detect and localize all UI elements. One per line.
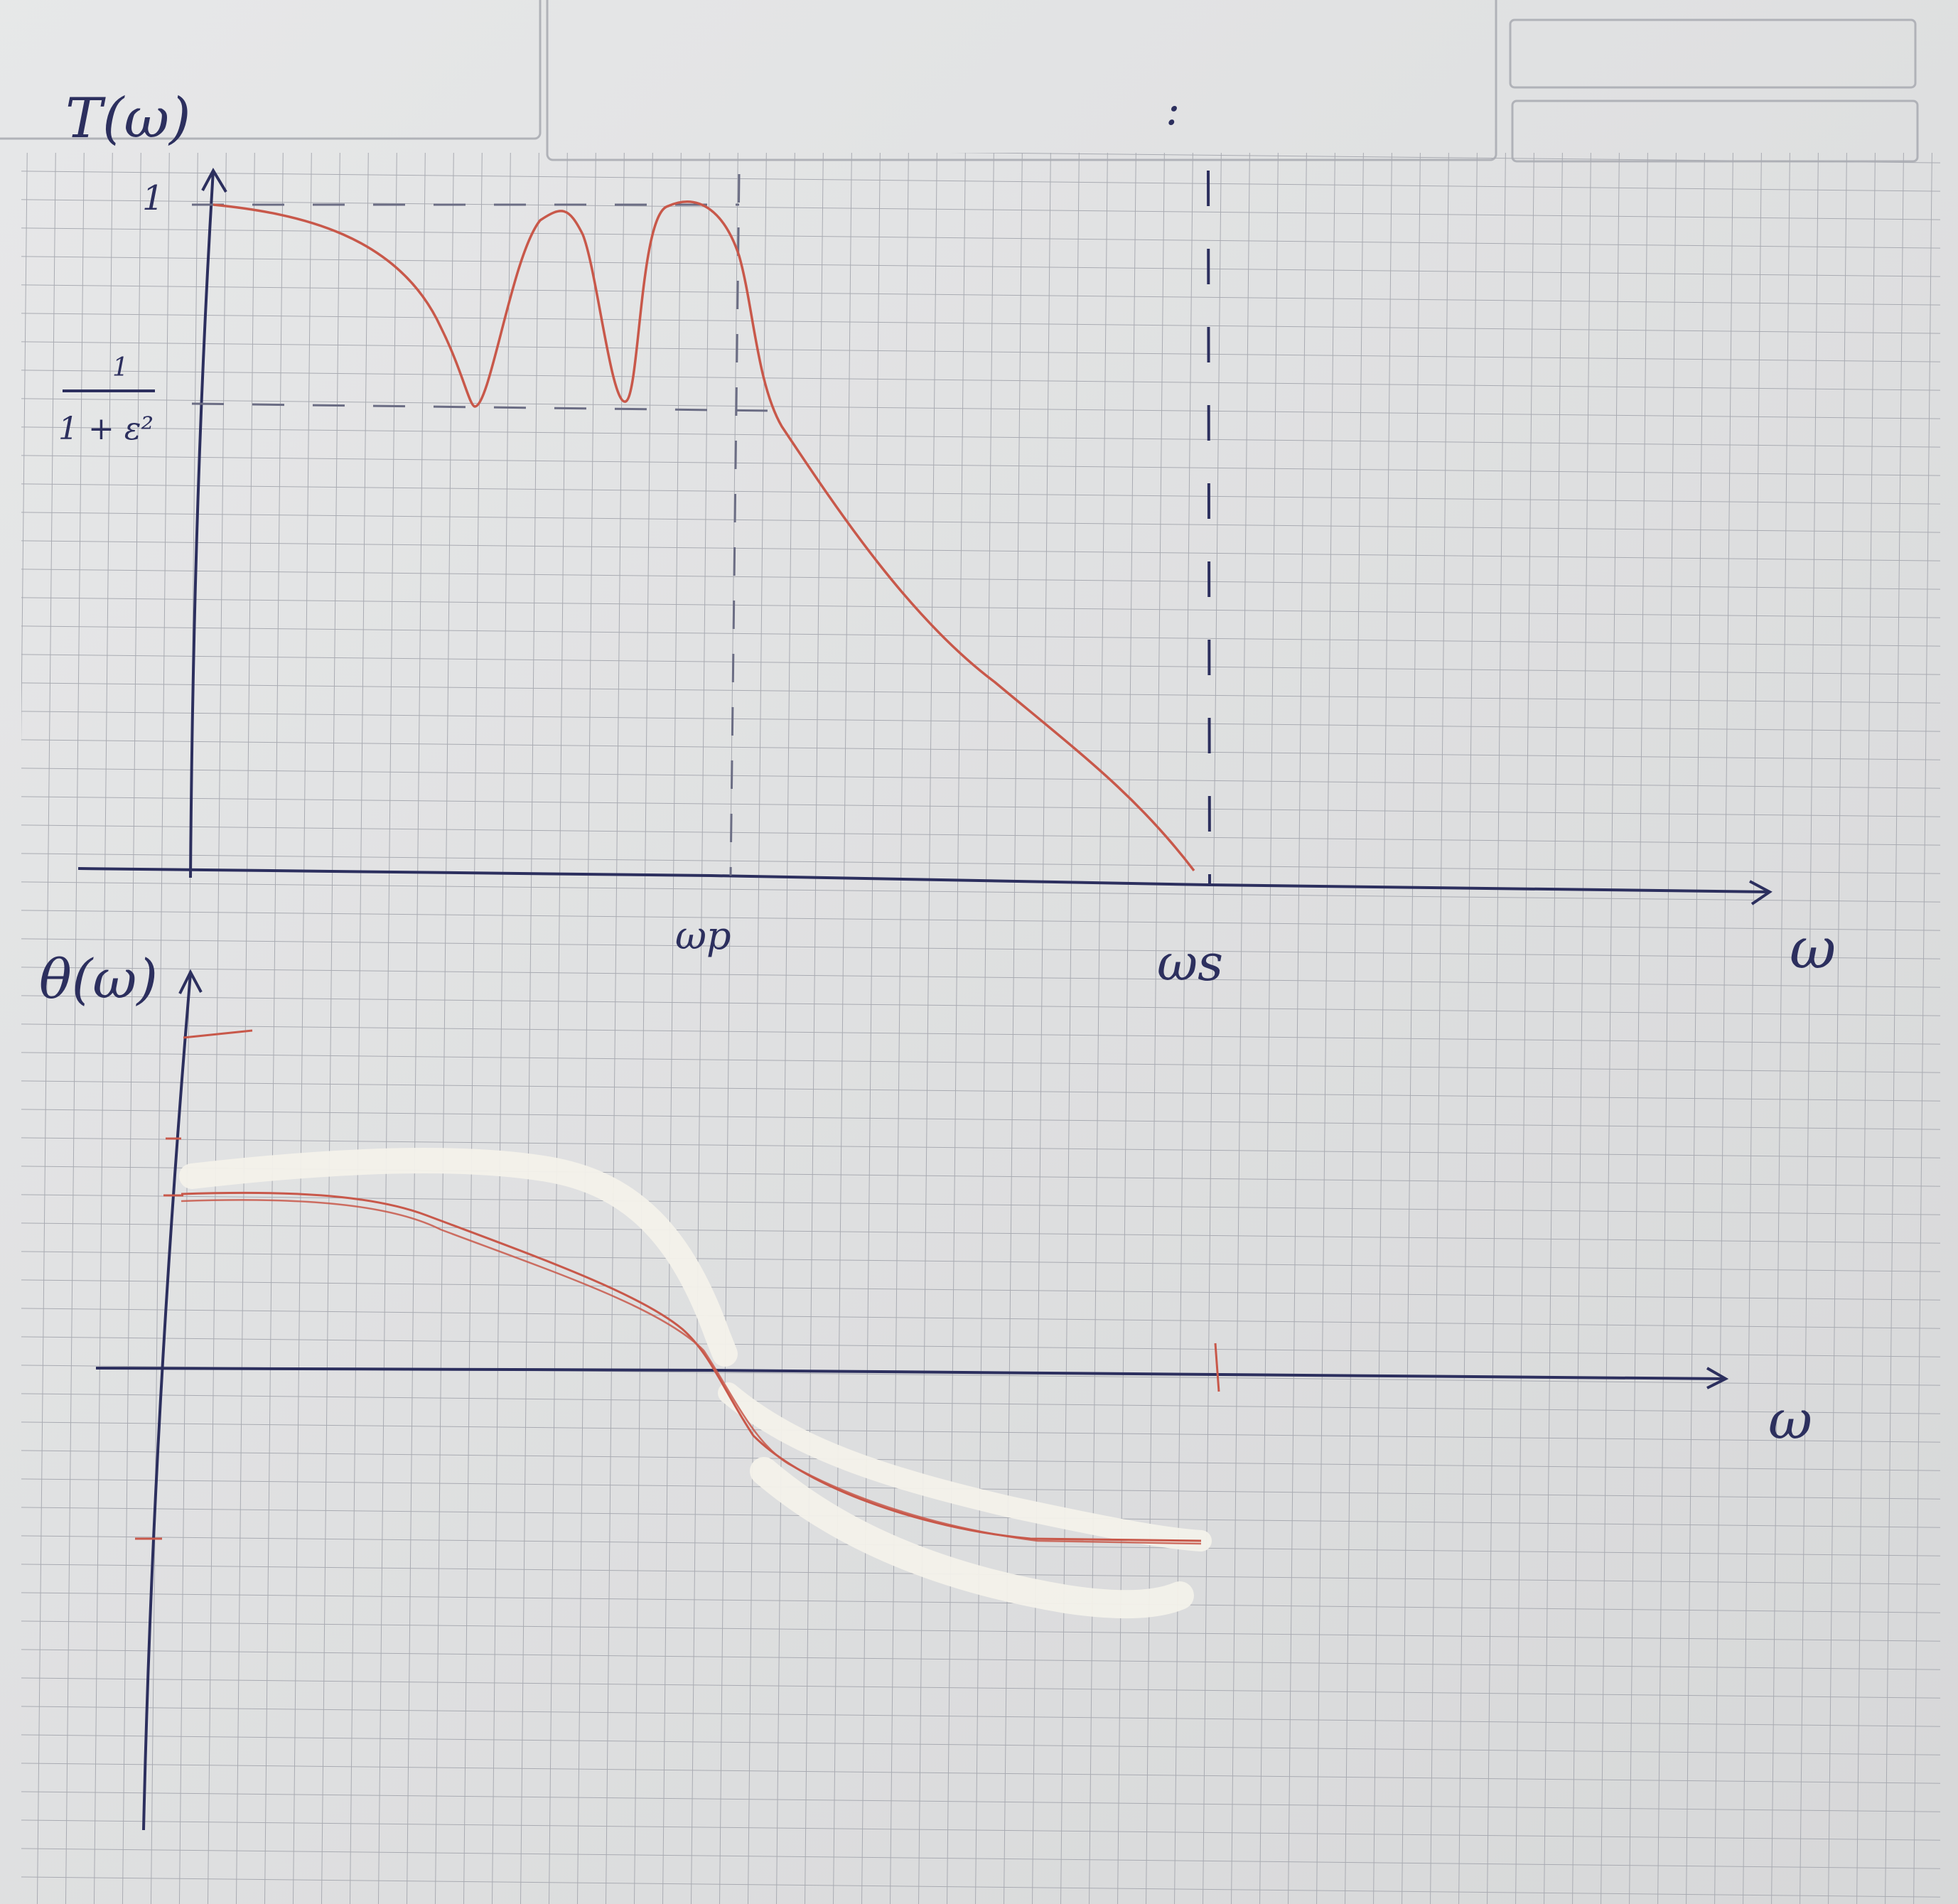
- bottom-x-axis: [95, 1367, 1726, 1380]
- wp-mark-label: ωp: [675, 913, 731, 958]
- magnitude-response-curve: [213, 200, 1195, 872]
- bottom-x-arrow: [1706, 1367, 1729, 1389]
- bottom-plot: [95, 969, 1729, 1831]
- ripple-fraction-denominator: 1 + ε²: [58, 411, 154, 447]
- top-y-axis-label: T(ω): [65, 87, 191, 151]
- ripple-level-dashed-line: [191, 402, 775, 412]
- ws-mark-label: ωs: [1157, 934, 1224, 992]
- top-x-arrow: [1749, 880, 1773, 905]
- ripple-fraction-bar: [63, 389, 155, 392]
- phase-curve-a: [181, 1191, 1202, 1542]
- whiteout-stroke-bottom: [750, 1457, 1194, 1619]
- top-y-arrow: [201, 167, 227, 193]
- header-colon-mark: :: [1166, 85, 1180, 135]
- top-y-axis: [189, 170, 215, 878]
- grid-area: [21, 153, 1940, 1904]
- header-boxes: [0, 0, 1919, 163]
- phase-curve-b: [181, 1199, 1202, 1545]
- whiteout-stroke-lower: [718, 1382, 1212, 1551]
- whiteout-stroke-upper: [179, 1148, 738, 1367]
- bottom-x-axis-label: ω: [1768, 1388, 1812, 1451]
- top-x-axis-label: ω: [1790, 915, 1836, 981]
- bottom-y-axis: [142, 973, 192, 1831]
- ripple-fraction-numerator: 1: [112, 353, 129, 382]
- bottom-y-arrow: [178, 969, 203, 994]
- top-x-axis: [77, 867, 1770, 893]
- wp-dashed-line: [729, 173, 741, 876]
- y-tick-one-label: 1: [142, 178, 164, 218]
- top-plot: [77, 167, 1773, 905]
- bottom-tick-marks: [135, 1029, 1220, 1540]
- bottom-y-axis-label: θ(ω): [39, 947, 158, 1011]
